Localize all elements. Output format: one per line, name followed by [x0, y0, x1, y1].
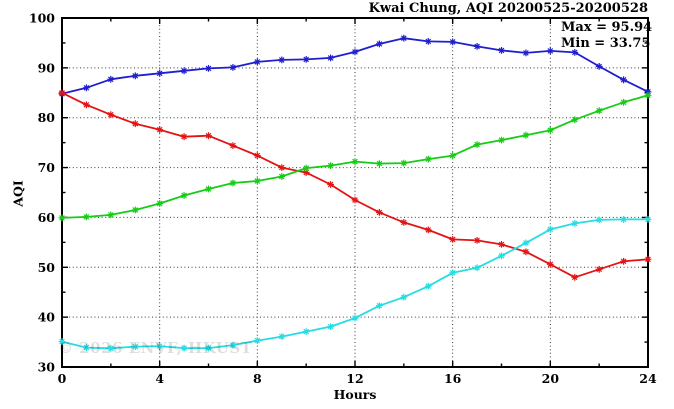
svg-text:30: 30 — [38, 360, 56, 375]
gridlines — [62, 18, 648, 367]
x-axis-label: Hours — [333, 387, 377, 402]
svg-text:8: 8 — [253, 371, 262, 386]
plot-border — [61, 17, 649, 368]
axis-ticks — [61, 17, 649, 368]
series-red-markers — [58, 89, 652, 281]
svg-text:40: 40 — [38, 310, 56, 325]
svg-text:70: 70 — [38, 160, 56, 175]
svg-text:0: 0 — [58, 371, 67, 386]
svg-text:20: 20 — [542, 371, 560, 386]
svg-text:90: 90 — [38, 60, 56, 75]
svg-text:24: 24 — [639, 371, 657, 386]
chart-title: Kwai Chung, AQI 20200525-20200528 — [368, 1, 648, 16]
series-green-markers — [58, 91, 652, 222]
svg-text:12: 12 — [346, 371, 363, 386]
x-tick-labels: 0 4 8 12 16 20 24 — [58, 371, 657, 386]
svg-text:16: 16 — [444, 371, 462, 386]
svg-text:50: 50 — [38, 260, 56, 275]
watermark: © 2026 ENVF, HKUST — [58, 339, 253, 357]
series-green — [58, 91, 652, 222]
series-cyan — [58, 216, 652, 352]
series-red — [58, 89, 652, 281]
svg-text:80: 80 — [38, 110, 56, 125]
svg-text:60: 60 — [38, 210, 56, 225]
max-label: Max = 95.94 — [561, 20, 653, 35]
y-axis-label: AQI — [10, 180, 26, 207]
y-tick-labels: 30 40 50 60 70 80 90 100 — [29, 11, 55, 375]
svg-text:4: 4 — [155, 371, 164, 386]
series-cyan-markers — [58, 216, 652, 352]
max-min-annotation: Max = 95.94 Min = 33.75 — [561, 20, 652, 52]
min-label: Min = 33.75 — [561, 36, 651, 51]
svg-text:100: 100 — [29, 11, 55, 26]
